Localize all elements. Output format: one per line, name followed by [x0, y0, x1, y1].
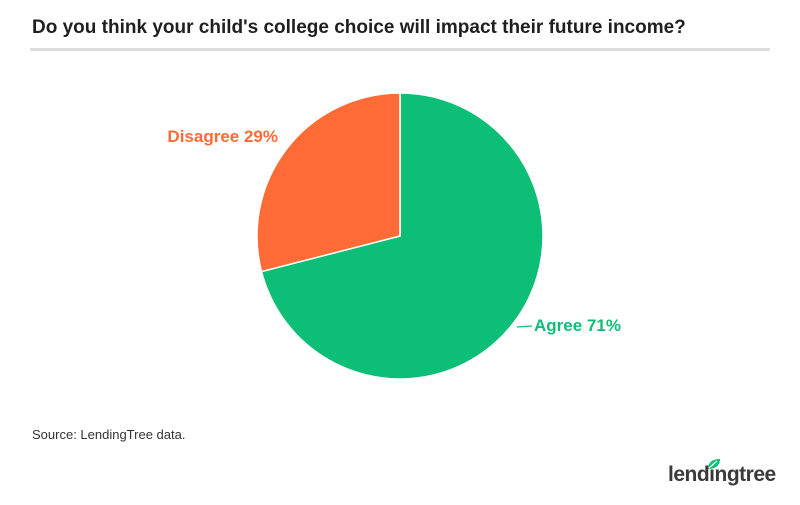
- title-divider: [30, 48, 770, 51]
- data-label-disagree: Disagree 29%: [167, 127, 278, 146]
- logo-wordmark: lendingtree: [668, 463, 776, 486]
- data-label-agree: Agree 71%: [534, 316, 621, 335]
- pie-slice-agree: [260, 92, 544, 380]
- leaf-icon: [708, 459, 720, 469]
- lendingtree-logo: lendingtree: [668, 458, 776, 490]
- chart-title: Do you think your child's college choice…: [32, 17, 686, 38]
- source-note: Source: LendingTree data.: [32, 427, 186, 442]
- label-leader-agree: [516, 325, 533, 328]
- pie-slice-disagree: [256, 92, 401, 273]
